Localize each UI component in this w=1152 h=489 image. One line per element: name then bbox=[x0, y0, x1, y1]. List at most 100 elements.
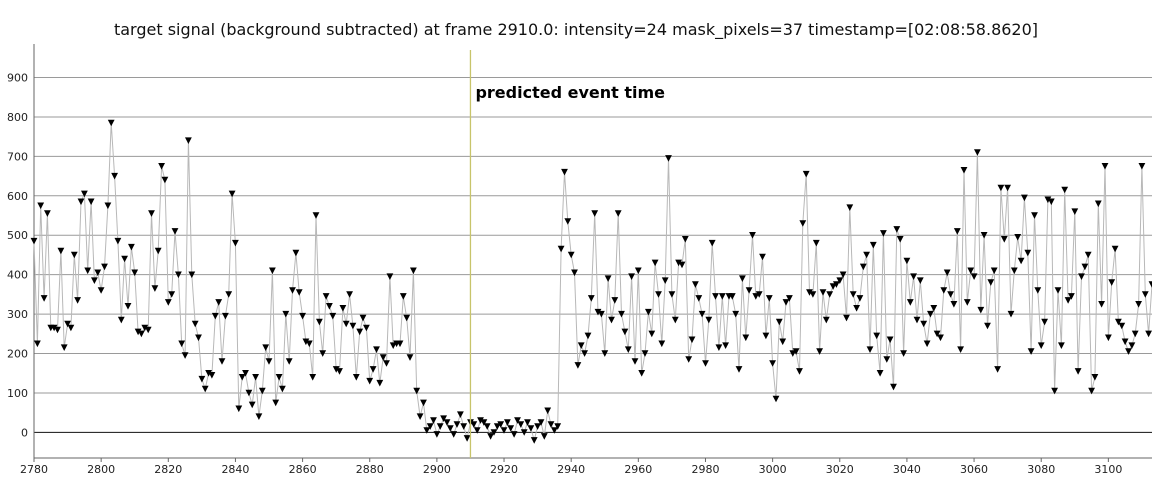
data-point bbox=[628, 273, 635, 280]
data-point bbox=[463, 435, 471, 442]
data-point bbox=[645, 308, 652, 316]
data-point bbox=[913, 316, 921, 324]
data-point bbox=[443, 419, 451, 426]
data-point bbox=[228, 190, 236, 198]
data-point bbox=[1051, 387, 1058, 395]
data-point bbox=[493, 423, 501, 430]
data-point bbox=[1141, 291, 1149, 298]
data-point bbox=[1074, 368, 1082, 375]
data-point bbox=[1101, 163, 1109, 170]
data-point bbox=[309, 374, 317, 381]
data-point bbox=[312, 212, 320, 219]
data-point bbox=[759, 253, 766, 261]
data-point bbox=[235, 405, 243, 413]
data-point bbox=[74, 297, 81, 304]
data-point bbox=[678, 261, 686, 269]
data-point bbox=[94, 269, 102, 277]
data-point bbox=[671, 316, 679, 324]
data-point bbox=[329, 312, 337, 320]
data-point bbox=[752, 293, 760, 300]
data-point bbox=[648, 330, 656, 338]
data-point bbox=[507, 425, 515, 432]
data-point bbox=[178, 340, 186, 348]
data-point bbox=[87, 198, 95, 206]
data-point bbox=[356, 328, 364, 336]
data-point bbox=[1037, 342, 1045, 349]
data-point bbox=[755, 291, 763, 298]
data-point bbox=[1021, 194, 1028, 202]
data-point bbox=[416, 413, 424, 420]
data-point bbox=[238, 374, 246, 381]
data-point bbox=[339, 305, 347, 312]
data-point bbox=[477, 417, 484, 424]
data-point bbox=[598, 310, 605, 318]
data-point bbox=[131, 269, 139, 277]
data-point bbox=[937, 334, 944, 342]
data-point bbox=[792, 348, 800, 355]
data-point bbox=[970, 273, 978, 280]
data-point bbox=[624, 346, 632, 353]
data-point bbox=[896, 236, 904, 243]
data-point bbox=[883, 356, 891, 363]
data-point bbox=[564, 218, 572, 225]
data-point bbox=[1098, 301, 1105, 308]
data-point bbox=[594, 308, 602, 316]
data-point bbox=[1145, 330, 1152, 338]
data-point bbox=[819, 289, 827, 296]
data-point bbox=[154, 247, 162, 255]
data-point bbox=[661, 277, 669, 284]
x-tick-label: 2920 bbox=[490, 463, 518, 476]
data-point bbox=[540, 433, 548, 440]
data-point bbox=[561, 168, 568, 176]
data-point bbox=[1024, 249, 1032, 257]
data-point bbox=[658, 340, 666, 348]
data-point bbox=[128, 243, 135, 251]
data-point bbox=[1148, 281, 1152, 288]
data-point bbox=[295, 289, 303, 296]
data-point bbox=[1017, 257, 1025, 265]
data-point bbox=[634, 267, 642, 275]
data-point bbox=[208, 372, 216, 379]
data-point bbox=[252, 374, 259, 381]
data-point bbox=[352, 374, 360, 381]
x-tick-label: 2840 bbox=[221, 463, 249, 476]
data-point bbox=[611, 297, 619, 304]
data-point bbox=[859, 263, 867, 271]
x-tick-label: 2900 bbox=[423, 463, 451, 476]
data-point bbox=[799, 220, 807, 227]
data-point bbox=[980, 232, 988, 239]
data-point bbox=[420, 399, 427, 407]
data-point bbox=[681, 236, 689, 243]
data-point bbox=[953, 228, 961, 235]
data-point bbox=[577, 342, 585, 349]
signal-markers bbox=[30, 119, 1152, 444]
data-point bbox=[164, 299, 172, 306]
data-point bbox=[581, 350, 588, 357]
data-point bbox=[436, 423, 444, 430]
data-point bbox=[557, 245, 565, 253]
predicted-event-label: predicted event time bbox=[475, 83, 665, 102]
data-point bbox=[997, 184, 1005, 192]
data-point bbox=[67, 324, 75, 332]
data-point bbox=[195, 334, 202, 342]
data-point bbox=[272, 399, 280, 407]
data-point bbox=[614, 210, 622, 217]
data-point bbox=[957, 346, 964, 353]
data-point bbox=[107, 119, 115, 127]
data-point bbox=[322, 293, 330, 300]
data-point bbox=[373, 346, 380, 353]
data-point bbox=[745, 287, 753, 294]
chart-title: target signal (background subtracted) at… bbox=[113, 20, 1039, 39]
data-point bbox=[571, 269, 578, 277]
data-point bbox=[839, 271, 847, 279]
y-tick-label: 100 bbox=[7, 387, 28, 400]
data-point bbox=[655, 291, 662, 298]
data-point bbox=[816, 348, 823, 355]
x-tick-label: 3000 bbox=[759, 463, 787, 476]
data-point bbox=[426, 423, 434, 430]
data-point bbox=[57, 247, 65, 255]
data-point bbox=[933, 330, 941, 338]
data-point bbox=[1034, 287, 1042, 294]
data-point bbox=[836, 277, 844, 284]
